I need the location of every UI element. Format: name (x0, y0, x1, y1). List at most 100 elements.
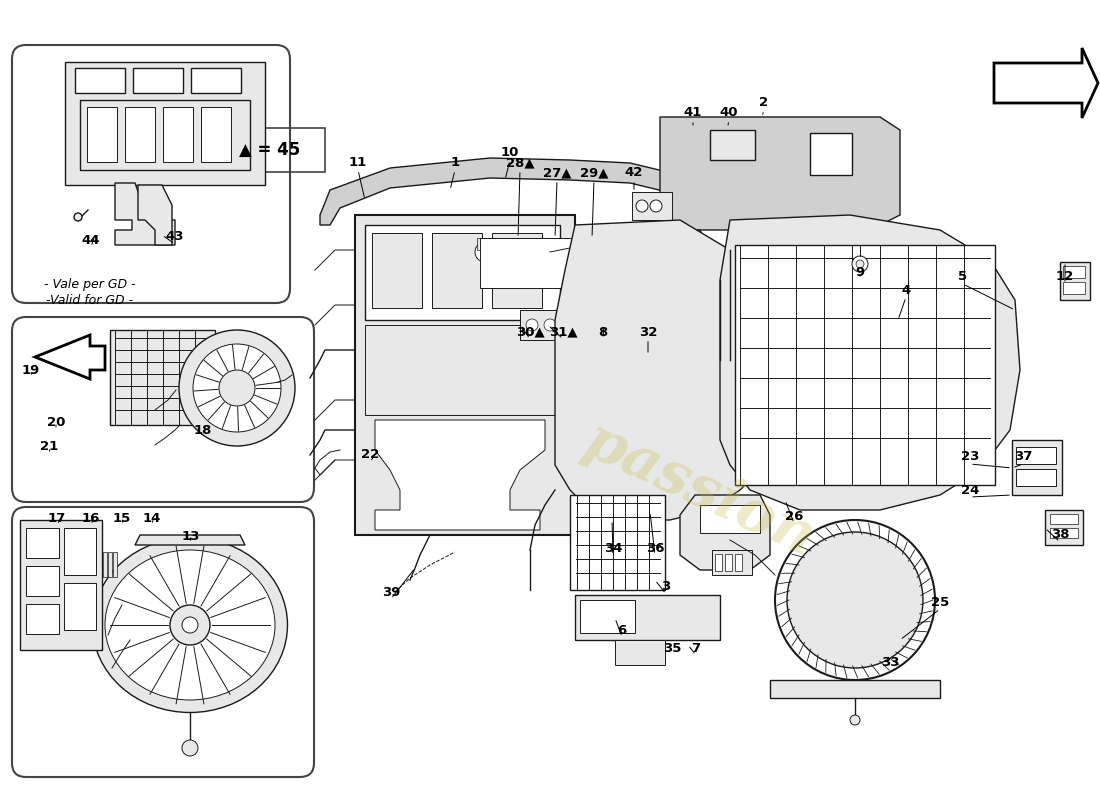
Circle shape (786, 532, 923, 668)
Bar (163, 107, 192, 162)
Text: 34: 34 (604, 542, 623, 554)
Bar (1060, 262, 1090, 300)
Bar (1050, 514, 1078, 524)
Text: 25: 25 (931, 595, 949, 609)
Bar (810, 133, 853, 175)
Bar (432, 233, 482, 308)
Bar (700, 505, 760, 533)
Polygon shape (65, 62, 265, 185)
Bar (113, 552, 117, 577)
Polygon shape (135, 535, 245, 545)
Bar (520, 310, 590, 340)
Polygon shape (320, 158, 680, 225)
Text: 43: 43 (166, 230, 185, 243)
Bar (735, 554, 743, 571)
Text: 9: 9 (856, 266, 865, 278)
Text: -Valid for GD -: -Valid for GD - (46, 294, 133, 307)
Bar (477, 238, 493, 250)
Bar (191, 68, 241, 93)
Bar (1063, 266, 1085, 278)
Circle shape (526, 319, 538, 331)
Text: 3: 3 (661, 581, 671, 594)
Circle shape (182, 617, 198, 633)
Text: 41: 41 (684, 106, 702, 119)
Text: 29▲: 29▲ (580, 166, 608, 179)
Bar (372, 233, 422, 308)
Polygon shape (720, 215, 1020, 510)
Bar (712, 550, 752, 575)
Circle shape (510, 242, 530, 262)
Circle shape (850, 715, 860, 725)
Bar (492, 233, 542, 308)
Circle shape (856, 260, 864, 268)
Bar (108, 552, 112, 577)
Text: 31▲: 31▲ (549, 326, 578, 338)
Bar (355, 215, 575, 535)
Circle shape (562, 319, 574, 331)
Text: 27▲: 27▲ (542, 166, 571, 179)
Text: passion: passion (575, 412, 824, 568)
Text: 12: 12 (1056, 270, 1074, 283)
Circle shape (74, 213, 82, 221)
Text: ▲ = 45: ▲ = 45 (240, 141, 300, 159)
Bar (103, 552, 107, 577)
Circle shape (192, 344, 280, 432)
Circle shape (544, 319, 556, 331)
Text: 19: 19 (22, 363, 40, 377)
Bar (365, 225, 560, 320)
Bar (512, 238, 528, 250)
Text: 18: 18 (194, 423, 212, 437)
Text: 14: 14 (143, 511, 162, 525)
Bar (1016, 469, 1056, 486)
Bar (75, 68, 125, 93)
Bar (26, 604, 59, 634)
Text: 17: 17 (48, 511, 66, 525)
Circle shape (179, 330, 295, 446)
Text: 40: 40 (719, 106, 738, 119)
Bar (26, 566, 59, 596)
Circle shape (636, 200, 648, 212)
Polygon shape (660, 230, 730, 360)
Circle shape (219, 370, 255, 406)
Bar (1063, 282, 1085, 294)
Polygon shape (556, 220, 776, 520)
Text: 37: 37 (1014, 450, 1032, 463)
Bar (735, 245, 996, 485)
Circle shape (544, 242, 565, 262)
Polygon shape (138, 185, 172, 245)
Text: 4: 4 (901, 283, 911, 297)
Text: 32: 32 (639, 326, 657, 338)
Circle shape (475, 242, 495, 262)
Text: 22: 22 (361, 449, 379, 462)
Text: 39: 39 (382, 586, 400, 598)
Bar (64, 528, 96, 575)
Bar (570, 495, 666, 590)
Bar (632, 192, 672, 220)
Bar (1045, 510, 1084, 545)
Bar (480, 238, 580, 288)
Text: 42: 42 (625, 166, 644, 179)
Bar (580, 600, 635, 633)
Polygon shape (116, 183, 175, 245)
Bar (64, 583, 96, 630)
Bar (201, 107, 231, 162)
Ellipse shape (92, 538, 287, 713)
Bar (770, 680, 940, 698)
Text: 7: 7 (692, 642, 701, 654)
Text: 5: 5 (958, 270, 968, 283)
Bar (1016, 447, 1056, 464)
Text: 6: 6 (617, 623, 627, 637)
Bar (1050, 528, 1078, 538)
Bar (547, 238, 563, 250)
Bar (87, 107, 117, 162)
Text: 13: 13 (182, 530, 200, 542)
Bar (26, 528, 59, 558)
Polygon shape (680, 495, 770, 570)
Bar (710, 130, 755, 160)
Text: 2: 2 (759, 97, 769, 110)
Bar (20, 520, 102, 650)
Text: 16: 16 (81, 511, 100, 525)
Text: 15: 15 (113, 511, 131, 525)
Polygon shape (35, 335, 104, 379)
Bar (80, 100, 250, 170)
